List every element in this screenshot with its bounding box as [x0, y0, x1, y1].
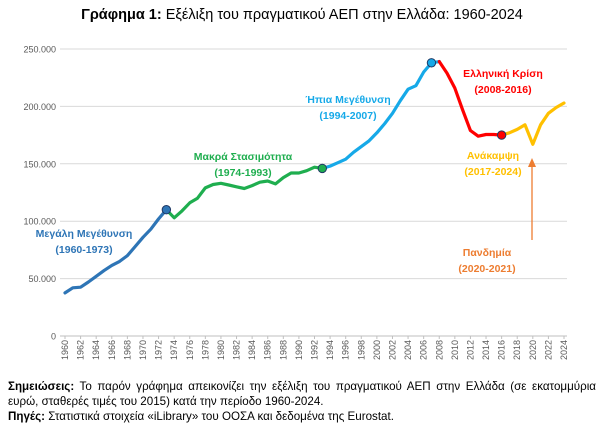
x-tick-label: 1962	[76, 340, 86, 360]
series-line-phase-4	[437, 59, 504, 138]
x-tick-label: 2018	[512, 340, 522, 360]
y-tick-label: 250.000	[23, 45, 56, 55]
x-tick-label: 2020	[528, 340, 538, 360]
y-tick-label: 150.000	[23, 159, 56, 169]
x-tick-label: 2002	[387, 340, 397, 360]
annotation-phase3-title: Ήπια Μεγέθυνση	[305, 94, 390, 106]
transition-marker-1993	[317, 163, 327, 174]
x-tick-label: 1992	[310, 340, 320, 360]
series-line-phase-1	[63, 208, 168, 295]
annotation-phase2-title: Μακρά Στασιμότητα	[194, 151, 293, 163]
y-axis-ticks: 0 50.000 100.000 150.000 200.000 250.000	[23, 45, 56, 342]
x-tick-label: 1976	[185, 340, 195, 360]
x-tick-label: 2014	[481, 340, 491, 360]
annotation-phase5-title: Ανάκαμψη	[467, 150, 519, 162]
notes-remarks: Σημειώσεις: Το παρόν γράφημα απεικονίζει…	[8, 379, 596, 409]
y-tick-label: 50.000	[28, 274, 56, 284]
x-tick-label: 1988	[278, 340, 288, 360]
chart-title-text: Εξέλιξη του πραγματικού ΑΕΠ στην Ελλάδα:…	[165, 7, 523, 23]
grid-layer	[60, 48, 567, 337]
pandemic-arrow-head	[528, 158, 536, 167]
annotation-phase1-period: (1960-1973)	[55, 244, 112, 256]
x-tick-label: 2024	[559, 340, 569, 360]
annotation-pandemic-period: (2020-2021)	[458, 263, 515, 275]
x-tick-label: 2010	[450, 340, 460, 360]
x-tick-label: 1990	[294, 340, 304, 360]
chart-notes: Σημειώσεις: Το παρόν γράφημα απεικονίζει…	[8, 379, 596, 424]
series-line-phase-3	[320, 59, 441, 170]
x-tick-label: 2008	[434, 340, 444, 360]
x-tick-label: 1968	[122, 340, 132, 360]
transition-marker-1973	[161, 205, 172, 215]
x-tick-label: 2006	[419, 340, 429, 360]
chart-title-prefix: Γράφημα 1:	[81, 7, 162, 23]
annotation-layer: Μεγάλη Μεγέθυνση (1960-1973) Μακρά Στασι…	[36, 68, 543, 275]
annotation-phase2-period: (1974-1993)	[214, 167, 271, 179]
x-tick-label: 1960	[60, 340, 70, 360]
annotation-phase3-period: (1994-2007)	[319, 110, 376, 122]
series-layer	[63, 59, 566, 295]
y-tick-label: 0	[51, 332, 56, 342]
y-tick-label: 200.000	[23, 102, 56, 112]
x-tick-label: 1980	[216, 340, 226, 360]
notes-sources-text: Στατιστικά στοιχεία «iLibrary» του ΟΟΣΑ …	[48, 410, 394, 423]
series-line-phase-5	[500, 101, 566, 146]
x-tick-label: 1998	[356, 340, 366, 360]
notes-sources-label: Πηγές:	[8, 410, 46, 423]
x-tick-label: 1970	[138, 340, 148, 360]
x-tick-label: 1978	[200, 340, 210, 360]
notes-remarks-label: Σημειώσεις:	[8, 380, 75, 393]
x-tick-label: 2000	[372, 340, 382, 360]
notes-remarks-text: Το παρόν γράφημα απεικονίζει την εξέλιξη…	[8, 380, 596, 408]
marker-layer	[161, 58, 507, 215]
x-tick-label: 2004	[403, 340, 413, 360]
x-tick-label: 1972	[154, 340, 164, 360]
x-tick-label: 1994	[325, 340, 335, 360]
annotation-phase1-title: Μεγάλη Μεγέθυνση	[36, 228, 133, 240]
x-axis-ticks: 1960 1962 1964 1966 1968 1970 1972 1974 1976 1978…	[60, 336, 569, 360]
transition-marker-2016	[496, 130, 507, 140]
x-tick-label: 1986	[263, 340, 273, 360]
transition-marker-2007	[426, 58, 437, 68]
x-tick-label: 1984	[247, 340, 257, 360]
series-line-phase-2	[164, 165, 324, 220]
x-tick-label: 2016	[497, 340, 507, 360]
chart-title: Γράφημα 1: Εξέλιξη του πραγματικού ΑΕΠ σ…	[0, 7, 604, 23]
x-tick-label: 1996	[341, 340, 351, 360]
annotation-phase5-period: (2017-2024)	[464, 166, 521, 178]
x-tick-label: 2012	[465, 340, 475, 360]
x-tick-label: 1982	[232, 340, 242, 360]
x-tick-label: 1974	[169, 340, 179, 360]
annotation-pandemic-title: Πανδημία	[463, 247, 512, 259]
y-tick-label: 100.000	[23, 217, 56, 227]
notes-sources: Πηγές: Στατιστικά στοιχεία «iLibrary» το…	[8, 409, 596, 424]
x-tick-label: 1964	[91, 340, 101, 360]
annotation-phase4-period: (2008-2016)	[474, 84, 531, 96]
x-tick-label: 1966	[107, 340, 117, 360]
x-tick-label: 2022	[543, 340, 553, 360]
annotation-phase4-title: Ελληνική Κρίση	[463, 68, 543, 80]
